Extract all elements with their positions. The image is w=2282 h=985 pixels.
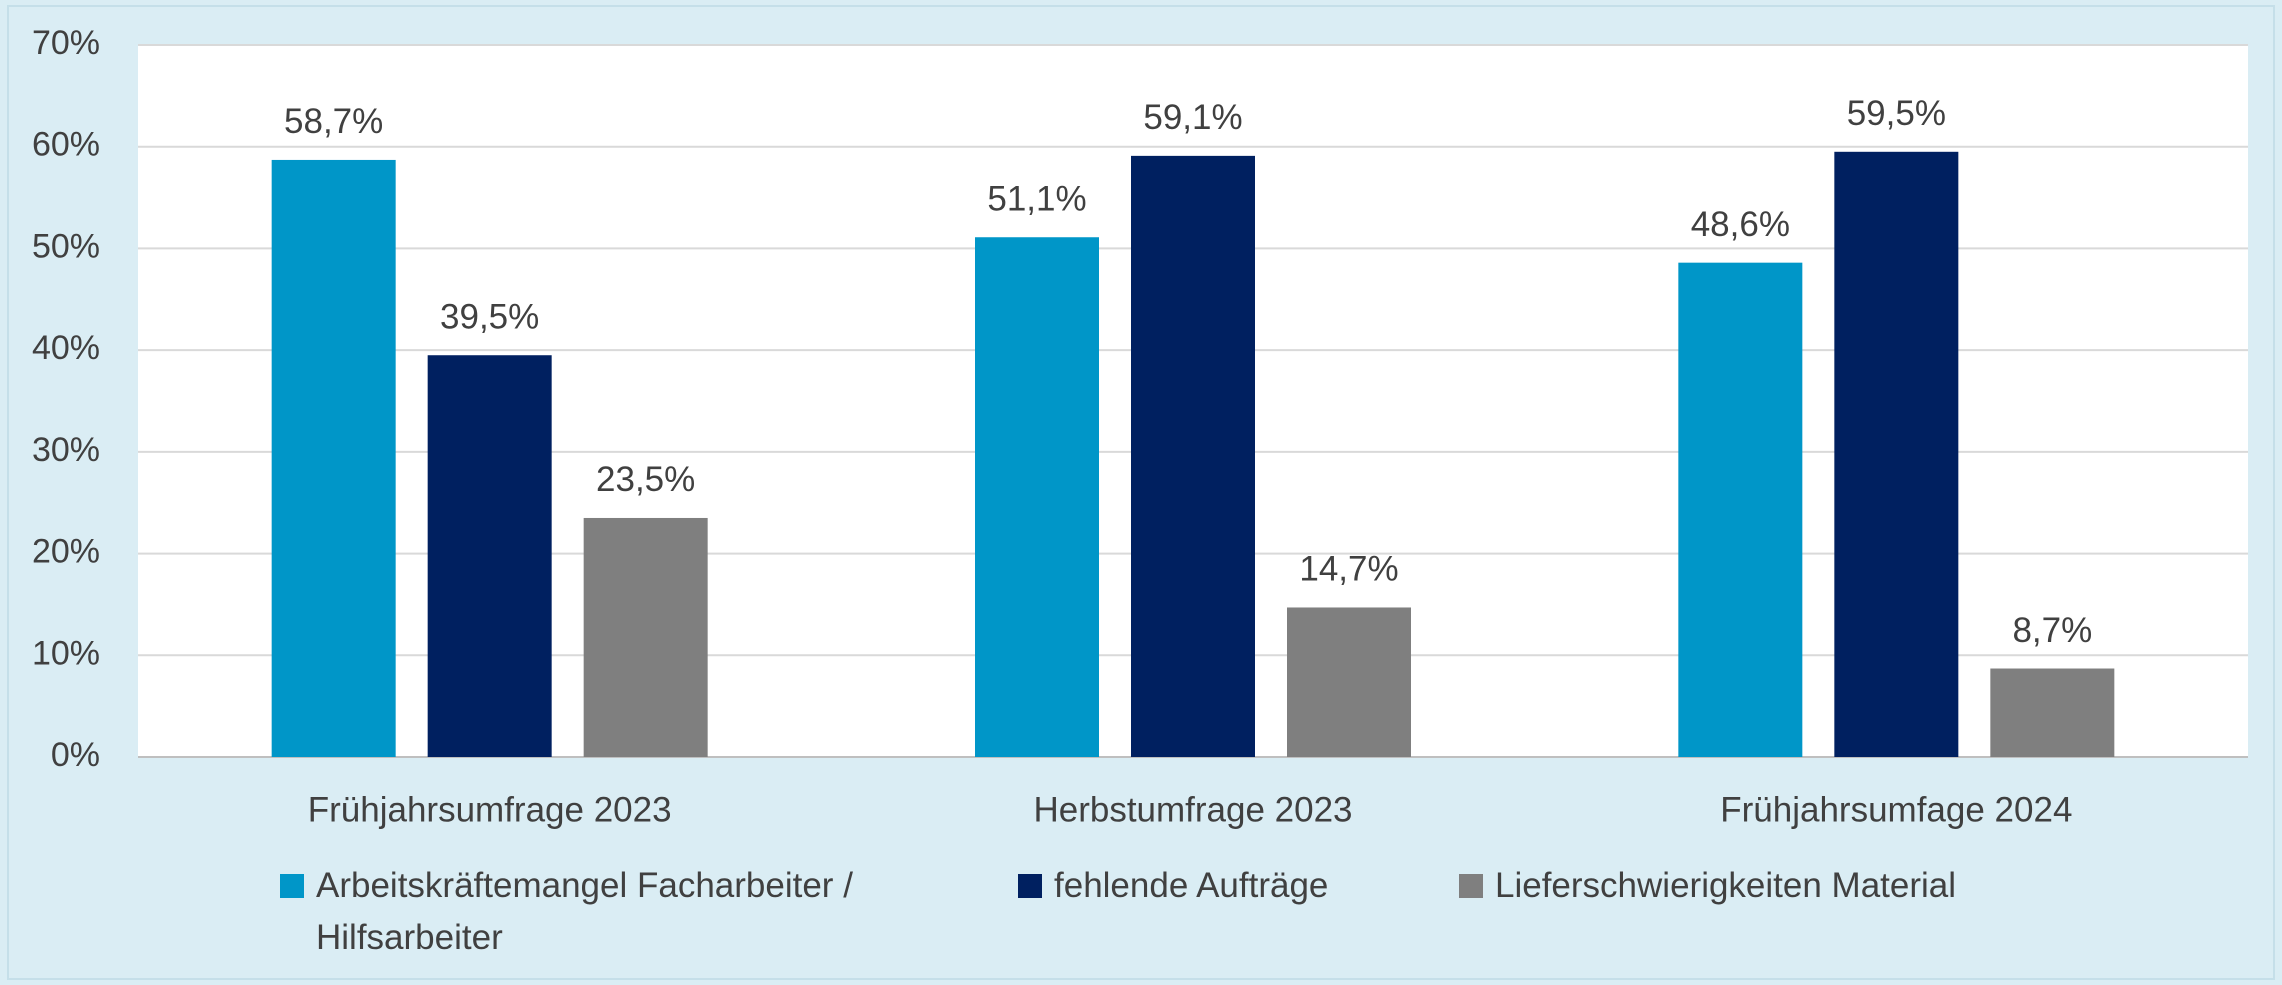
y-tick-label: 10% <box>32 634 100 672</box>
value-label: 8,7% <box>2012 611 2092 650</box>
legend-label: Arbeitskräftemangel Facharbeiter / Hilfs… <box>316 866 853 957</box>
y-tick-label: 30% <box>32 431 100 469</box>
legend-label: Lieferschwierigkeiten Material <box>1495 866 1957 905</box>
bar <box>1287 607 1411 757</box>
bar <box>271 159 396 758</box>
legend-label: fehlende Aufträge <box>1054 866 1329 905</box>
y-tick-label: 60% <box>32 126 100 164</box>
value-label: 59,1% <box>1143 98 1242 137</box>
value-label: 48,6% <box>1691 205 1790 244</box>
value-label: 58,7% <box>284 102 383 141</box>
legend-item: fehlende Aufträge <box>1018 860 1438 912</box>
value-label: 39,5% <box>440 297 539 336</box>
bar <box>1990 668 2115 757</box>
y-tick-label: 70% <box>32 24 100 62</box>
x-tick-label: Frühjahrsumfrage 2023 <box>308 790 672 829</box>
x-tick-label: Frühjahrsumfage 2024 <box>1720 790 2072 829</box>
bar <box>975 237 1099 758</box>
legend-swatch <box>1459 874 1483 898</box>
value-label: 14,7% <box>1299 550 1398 589</box>
value-label: 23,5% <box>596 460 695 499</box>
bar <box>583 517 708 757</box>
y-tick-label: 50% <box>32 227 100 265</box>
bar <box>427 355 552 757</box>
bar <box>1131 155 1255 757</box>
y-tick-label: 20% <box>32 533 100 571</box>
x-tick-label: Herbstumfrage 2023 <box>1033 790 1352 829</box>
value-label: 51,1% <box>987 179 1086 218</box>
legend-item: Lieferschwierigkeiten Material <box>1459 860 2159 912</box>
legend-swatch <box>280 874 304 898</box>
y-tick-label: 0% <box>51 736 100 774</box>
bar <box>1834 151 1959 758</box>
legend-swatch <box>1018 874 1042 898</box>
bar <box>1678 262 1803 757</box>
legend-item: Arbeitskräftemangel Facharbeiter / Hilfs… <box>280 860 900 964</box>
value-label: 59,5% <box>1847 94 1946 133</box>
y-tick-label: 40% <box>32 329 100 367</box>
